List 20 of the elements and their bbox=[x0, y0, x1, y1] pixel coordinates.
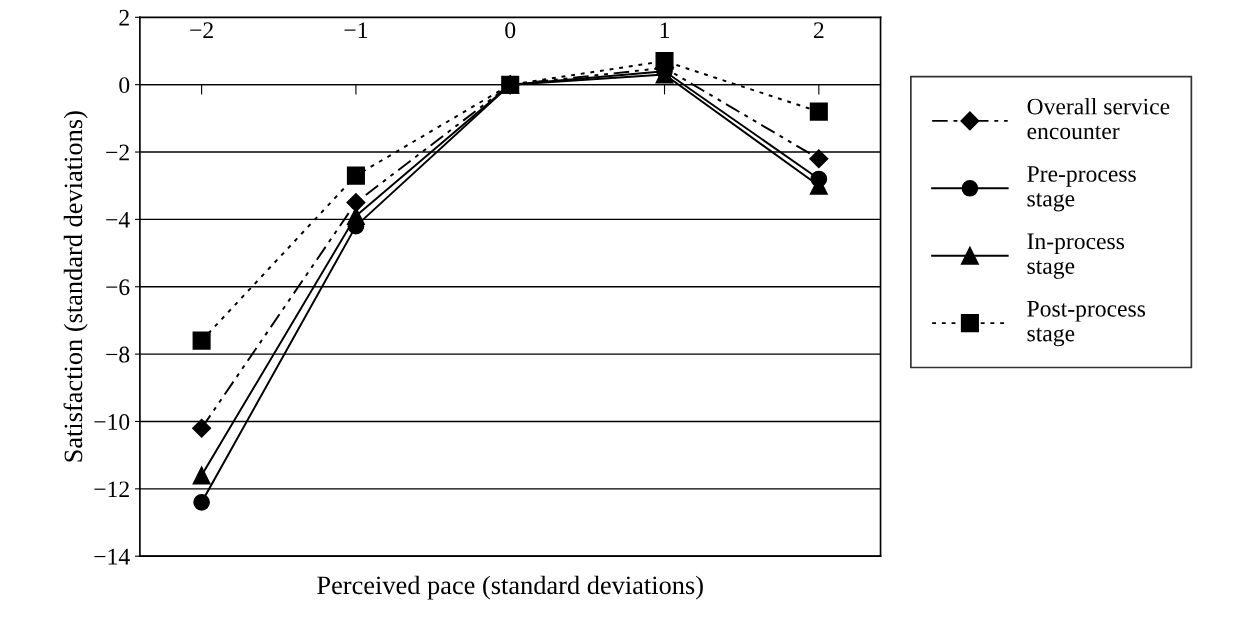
x-tick-label: 0 bbox=[505, 22, 516, 39]
y-tick-label: −2 bbox=[106, 144, 129, 161]
y-tick-label: −8 bbox=[106, 346, 130, 363]
x-tick-label: −2 bbox=[190, 22, 213, 38]
legend-label: Pre-process stage bbox=[1027, 166, 1136, 212]
y-tick-label: −4 bbox=[106, 212, 130, 228]
y-axis-title: Satisfaction (standard deviations) bbox=[63, 111, 88, 462]
x-tick-label: 2 bbox=[813, 22, 824, 38]
y-tick-label: −12 bbox=[94, 481, 129, 498]
y-tick-label: 0 bbox=[119, 77, 130, 94]
x-tick-label: −1 bbox=[344, 22, 368, 38]
y-tick-label: −14 bbox=[94, 548, 130, 565]
x-tick-label: 1 bbox=[660, 22, 670, 38]
x-axis-title: Perceived pace (standard deviations) bbox=[317, 575, 703, 600]
legend-label: Overall service encounter bbox=[1027, 97, 1170, 140]
legend-label: In-process stage bbox=[1027, 233, 1125, 279]
legend-label: Post-process stage bbox=[1027, 301, 1146, 347]
y-tick-label: −6 bbox=[106, 279, 130, 296]
y-tick-label: −10 bbox=[94, 413, 130, 430]
y-tick-label: 2 bbox=[119, 9, 129, 26]
